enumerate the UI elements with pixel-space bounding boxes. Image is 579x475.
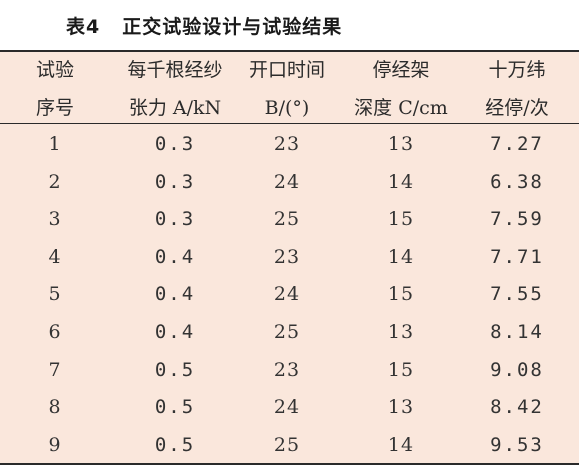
cell-tension: 0.4 xyxy=(154,245,196,268)
cell-trial-no: 4 xyxy=(48,245,62,268)
cell-drop-wire-depth: 15 xyxy=(387,358,415,381)
table-title: 正交试验设计与试验结果 xyxy=(122,16,343,38)
header-line-2: B/(°) xyxy=(264,97,310,119)
cell-drop-wire-depth: 13 xyxy=(387,396,415,419)
cell-trial-no: 8 xyxy=(48,396,62,419)
cell-tension: 0.3 xyxy=(154,133,196,155)
cell-warp-stops: 8.14 xyxy=(490,321,544,343)
header-line-1: 每千根经纱 xyxy=(127,59,223,81)
header-line-1: 停经架 xyxy=(372,59,430,81)
cell-tension: 0.5 xyxy=(154,396,196,419)
cell-warp-stops: 8.42 xyxy=(490,396,544,419)
cell-opening-time: 25 xyxy=(273,208,301,231)
cell-warp-stops: 7.59 xyxy=(490,208,544,231)
header-line-1: 开口时间 xyxy=(248,59,326,81)
cell-drop-wire-depth: 15 xyxy=(387,208,415,231)
header-opening-time: 开口时间 B/(°) xyxy=(249,56,325,122)
cell-opening-time: 23 xyxy=(273,358,301,381)
cell-warp-stops: 7.55 xyxy=(490,283,544,306)
cell-tension: 0.3 xyxy=(154,170,196,193)
table-header-rule xyxy=(0,123,579,124)
cell-tension: 0.4 xyxy=(154,283,196,306)
cell-warp-stops: 9.53 xyxy=(490,433,544,456)
header-warp-stops: 十万纬经停/次 xyxy=(485,56,548,122)
cell-opening-time: 24 xyxy=(273,396,301,419)
cell-trial-no: 1 xyxy=(48,133,62,155)
table-bottom-rule xyxy=(0,463,579,465)
cell-warp-stops: 7.27 xyxy=(490,133,544,155)
results-table xyxy=(0,50,579,464)
table-number: 表4 xyxy=(66,16,101,38)
cell-trial-no: 5 xyxy=(48,283,62,306)
cell-tension: 0.5 xyxy=(154,433,196,456)
cell-tension: 0.4 xyxy=(154,321,196,343)
cell-drop-wire-depth: 15 xyxy=(387,283,415,306)
header-line-2: 张力 A/kN xyxy=(128,97,222,119)
header-line-2: 经停/次 xyxy=(485,97,549,119)
header-line-1: 试验 xyxy=(35,59,75,81)
cell-trial-no: 9 xyxy=(48,433,62,456)
cell-warp-stops: 9.08 xyxy=(490,358,544,381)
cell-trial-no: 2 xyxy=(48,170,62,193)
cell-trial-no: 6 xyxy=(48,321,62,343)
table-top-rule xyxy=(0,50,579,52)
cell-warp-stops: 6.38 xyxy=(490,170,544,193)
cell-drop-wire-depth: 14 xyxy=(387,170,415,193)
cell-drop-wire-depth: 13 xyxy=(387,321,415,343)
cell-opening-time: 24 xyxy=(273,170,301,193)
cell-tension: 0.5 xyxy=(154,358,196,381)
cell-trial-no: 3 xyxy=(48,208,62,231)
cell-trial-no: 7 xyxy=(48,358,62,381)
cell-tension: 0.3 xyxy=(154,208,196,231)
header-line-1: 十万纬 xyxy=(488,59,546,81)
cell-opening-time: 24 xyxy=(273,283,301,306)
cell-drop-wire-depth: 13 xyxy=(387,133,415,155)
cell-opening-time: 25 xyxy=(273,433,301,456)
header-trial-no: 试验 序号 xyxy=(36,56,74,122)
cell-opening-time: 23 xyxy=(273,245,301,268)
cell-opening-time: 23 xyxy=(273,133,301,155)
cell-warp-stops: 7.71 xyxy=(490,245,544,268)
cell-drop-wire-depth: 14 xyxy=(387,245,415,268)
cell-drop-wire-depth: 14 xyxy=(387,433,415,456)
header-line-2: 深度 C/cm xyxy=(354,97,448,119)
header-drop-wire-depth: 停经架深度 C/cm xyxy=(354,56,448,122)
header-line-2: 序号 xyxy=(35,97,75,119)
header-tension: 每千根经纱张力 A/kN xyxy=(127,56,222,122)
table-caption: 表4 正交试验设计与试验结果 xyxy=(66,12,342,39)
cell-opening-time: 25 xyxy=(273,321,301,343)
